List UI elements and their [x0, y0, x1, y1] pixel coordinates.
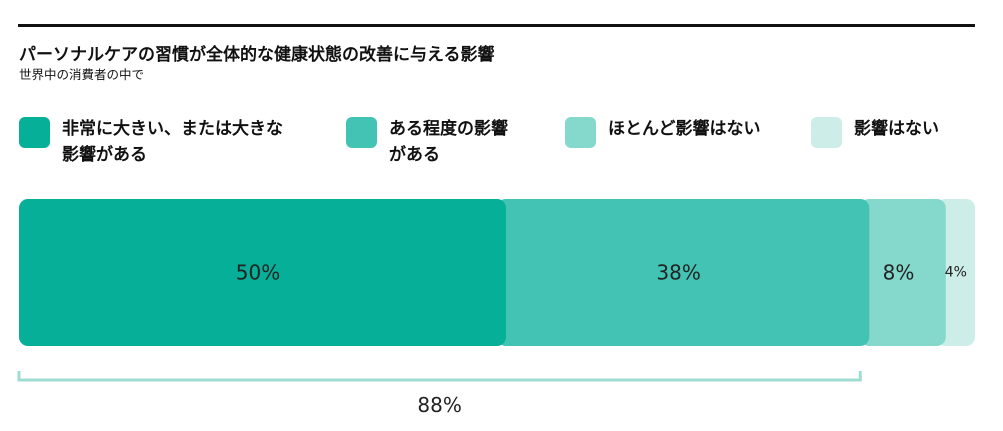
legend-label-line: ほとんど影響はない: [608, 119, 761, 139]
legend-label: 非常に大きい、または大きな 影響がある: [62, 116, 283, 168]
bar-value-label-some-impact: 38%: [656, 261, 700, 285]
bracket-total-label: 88%: [417, 393, 461, 417]
legend-label-line: 影響がある: [62, 145, 147, 165]
bar-segment-no-impact: [936, 199, 975, 346]
chart-title: パーソナルケアの習慣が全体的な健康状態の改善に与える影響: [19, 45, 495, 65]
legend-item-some-impact: ある程度の影響 がある: [346, 117, 508, 168]
bar-value-label-major-impact: 50%: [236, 261, 280, 285]
bracket-line: [17, 371, 862, 382]
legend-item-no-impact: 影響はない: [811, 117, 939, 148]
legend-item-major-impact: 非常に大きい、または大きな 影響がある: [19, 117, 283, 168]
legend-label-line: 非常に大きい、または大きな: [62, 119, 283, 139]
legend-label: ほとんど影響はない: [608, 116, 761, 142]
legend-label: 影響はない: [854, 116, 939, 142]
bar-value-label-little-impact: 8%: [883, 261, 915, 285]
top-rule: [18, 24, 975, 27]
bar-segment-some-impact: [497, 199, 870, 346]
legend-swatch: [346, 117, 377, 148]
legend-label: ある程度の影響 がある: [389, 116, 508, 168]
legend-swatch: [811, 117, 842, 148]
bar-segment-little-impact: [860, 199, 946, 346]
legend-label-line: 影響はない: [854, 119, 939, 139]
legend-swatch: [565, 117, 596, 148]
legend-swatch: [19, 117, 50, 148]
chart-subtitle: 世界中の消費者の中で: [19, 67, 145, 82]
bar-segment-major-impact: [19, 199, 506, 346]
legend-label-line: ある程度の影響: [389, 119, 508, 139]
legend-label-line: がある: [389, 145, 440, 165]
bar-value-label-no-impact: 4%: [945, 265, 967, 281]
legend-item-little-impact: ほとんど影響はない: [565, 117, 761, 148]
